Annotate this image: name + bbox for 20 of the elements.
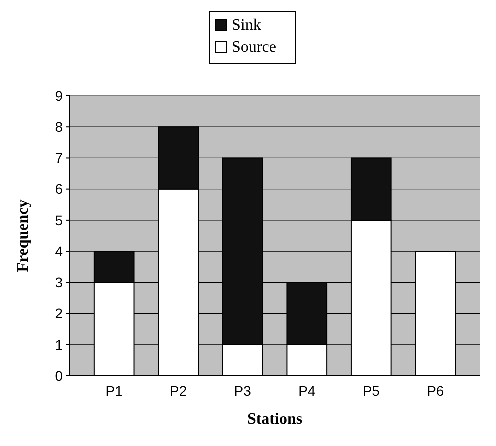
x-tick-label: P4	[298, 383, 316, 399]
legend-label: Source	[232, 39, 276, 56]
y-tick-label: 9	[55, 88, 64, 104]
y-tick-label: 7	[55, 150, 64, 166]
y-tick-label: 8	[55, 119, 64, 136]
y-tick-label: 2	[55, 306, 64, 322]
y-tick-label: 4	[55, 243, 64, 260]
y-tick-label: 6	[55, 181, 64, 198]
x-tick-label: P3	[234, 383, 252, 399]
y-tick-label: 0	[55, 368, 64, 384]
legend-label: Sink	[232, 17, 262, 34]
x-tick-label: P6	[427, 383, 444, 399]
x-tick-label: P1	[106, 383, 124, 399]
y-axis-title: Frequency	[15, 200, 32, 272]
x-tick-label: P2	[170, 383, 188, 399]
y-tick-label: 1	[55, 336, 64, 353]
y-tick-label: 5	[55, 212, 64, 228]
x-axis-title: Stations	[247, 411, 303, 428]
x-tick-label: P5	[362, 383, 380, 399]
y-tick-label: 3	[55, 274, 64, 291]
